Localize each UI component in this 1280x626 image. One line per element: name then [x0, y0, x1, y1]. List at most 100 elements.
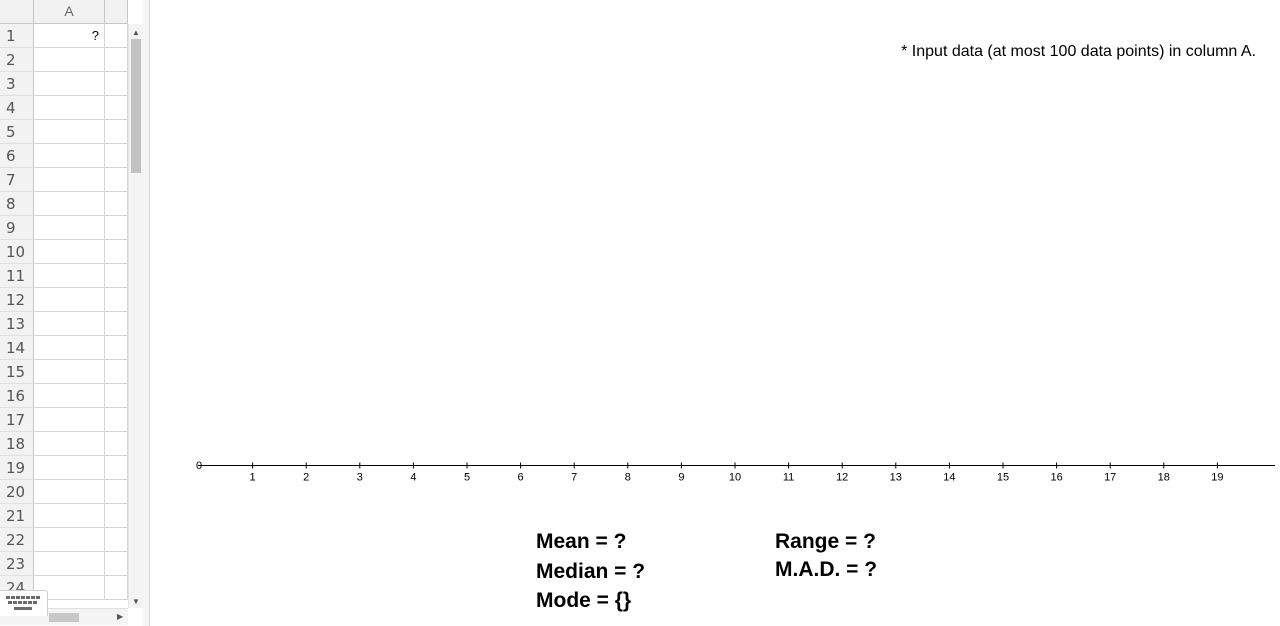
cell-a[interactable]: ? — [34, 24, 105, 48]
cell-b[interactable] — [105, 216, 128, 240]
axis-tick-label: 10 — [729, 472, 741, 484]
row-header[interactable]: 14 — [0, 336, 34, 360]
cell-a[interactable] — [34, 456, 105, 480]
cell-a[interactable] — [34, 528, 105, 552]
cell-b[interactable] — [105, 504, 128, 528]
cell-a[interactable] — [34, 288, 105, 312]
cell-a[interactable] — [34, 72, 105, 96]
row-header[interactable]: 3 — [0, 72, 34, 96]
row-header[interactable]: 13 — [0, 312, 34, 336]
axis-tick-label: 18 — [1158, 472, 1170, 484]
cell-b[interactable] — [105, 528, 128, 552]
row-header[interactable]: 2 — [0, 48, 34, 72]
cell-a[interactable] — [34, 120, 105, 144]
spreadsheet-row: 1? — [0, 24, 128, 48]
spreadsheet-row: 17 — [0, 408, 128, 432]
row-header[interactable]: 20 — [0, 480, 34, 504]
column-header-a[interactable]: A — [34, 0, 105, 23]
cell-a[interactable] — [34, 144, 105, 168]
horizontal-scroll-thumb[interactable] — [49, 613, 79, 622]
cell-a[interactable] — [34, 168, 105, 192]
row-header[interactable]: 1 — [0, 24, 34, 48]
cell-b[interactable] — [105, 168, 128, 192]
cell-a[interactable] — [34, 48, 105, 72]
graphics-view[interactable]: * Input data (at most 100 data points) i… — [151, 0, 1280, 626]
cell-b[interactable] — [105, 144, 128, 168]
cell-a[interactable] — [34, 216, 105, 240]
panel-divider[interactable] — [143, 0, 150, 626]
cell-a[interactable] — [34, 576, 105, 600]
cell-b[interactable] — [105, 432, 128, 456]
row-header[interactable]: 15 — [0, 360, 34, 384]
cell-b[interactable] — [105, 24, 128, 48]
axis-tick-label: 5 — [464, 472, 470, 484]
cell-a[interactable] — [34, 504, 105, 528]
cell-a[interactable] — [34, 240, 105, 264]
origin-label: 0 — [196, 460, 202, 472]
cell-b[interactable] — [105, 408, 128, 432]
cell-a[interactable] — [34, 384, 105, 408]
cell-a[interactable] — [34, 192, 105, 216]
cell-a[interactable] — [34, 312, 105, 336]
cell-a[interactable] — [34, 480, 105, 504]
spreadsheet-row: 2 — [0, 48, 128, 72]
keyboard-button[interactable] — [0, 590, 48, 616]
scroll-right-arrow-icon[interactable]: ▶ — [117, 612, 124, 621]
cell-a[interactable] — [34, 432, 105, 456]
cell-b[interactable] — [105, 456, 128, 480]
cell-b[interactable] — [105, 336, 128, 360]
spreadsheet-row: 14 — [0, 336, 128, 360]
row-header[interactable]: 18 — [0, 432, 34, 456]
cell-b[interactable] — [105, 552, 128, 576]
cell-a[interactable] — [34, 96, 105, 120]
axis-tick-label: 8 — [625, 472, 631, 484]
spreadsheet-row: 12 — [0, 288, 128, 312]
cell-b[interactable] — [105, 96, 128, 120]
cell-b[interactable] — [105, 480, 128, 504]
cell-b[interactable] — [105, 240, 128, 264]
vertical-scroll-thumb[interactable] — [131, 39, 141, 173]
cell-a[interactable] — [34, 408, 105, 432]
row-header[interactable]: 12 — [0, 288, 34, 312]
spreadsheet-row: 8 — [0, 192, 128, 216]
row-header[interactable]: 7 — [0, 168, 34, 192]
scroll-up-arrow-icon[interactable]: ▲ — [132, 28, 140, 37]
row-header[interactable]: 9 — [0, 216, 34, 240]
cell-a[interactable] — [34, 360, 105, 384]
axis-tick-label: 15 — [997, 472, 1009, 484]
row-header[interactable]: 23 — [0, 552, 34, 576]
cell-b[interactable] — [105, 48, 128, 72]
cell-b[interactable] — [105, 384, 128, 408]
cell-b[interactable] — [105, 576, 128, 600]
row-header[interactable]: 17 — [0, 408, 34, 432]
row-header[interactable]: 5 — [0, 120, 34, 144]
row-header[interactable]: 16 — [0, 384, 34, 408]
spreadsheet-row: 20 — [0, 480, 128, 504]
vertical-scrollbar[interactable]: ▲ ▼ — [128, 24, 143, 608]
row-header[interactable]: 4 — [0, 96, 34, 120]
column-header-b[interactable] — [105, 0, 128, 23]
cell-b[interactable] — [105, 264, 128, 288]
row-header[interactable]: 11 — [0, 264, 34, 288]
cell-b[interactable] — [105, 192, 128, 216]
row-header[interactable]: 6 — [0, 144, 34, 168]
cell-b[interactable] — [105, 360, 128, 384]
cell-b[interactable] — [105, 312, 128, 336]
spreadsheet-row: 16 — [0, 384, 128, 408]
spreadsheet-row: 22 — [0, 528, 128, 552]
spreadsheet-view: A 1? 2 3 4 5 6 7 8 9 10 11 12 13 14 15 16 17 18 19 20 21 22 23… — [0, 0, 143, 626]
cell-a[interactable] — [34, 552, 105, 576]
axis-tick-label: 14 — [943, 472, 955, 484]
cell-b[interactable] — [105, 72, 128, 96]
cell-a[interactable] — [34, 264, 105, 288]
row-header[interactable]: 21 — [0, 504, 34, 528]
cell-b[interactable] — [105, 120, 128, 144]
cell-b[interactable] — [105, 288, 128, 312]
row-header[interactable]: 8 — [0, 192, 34, 216]
row-header[interactable]: 19 — [0, 456, 34, 480]
row-header[interactable]: 10 — [0, 240, 34, 264]
row-header[interactable]: 22 — [0, 528, 34, 552]
scroll-down-arrow-icon[interactable]: ▼ — [132, 597, 140, 606]
cell-a[interactable] — [34, 336, 105, 360]
select-all-corner[interactable] — [0, 0, 34, 23]
